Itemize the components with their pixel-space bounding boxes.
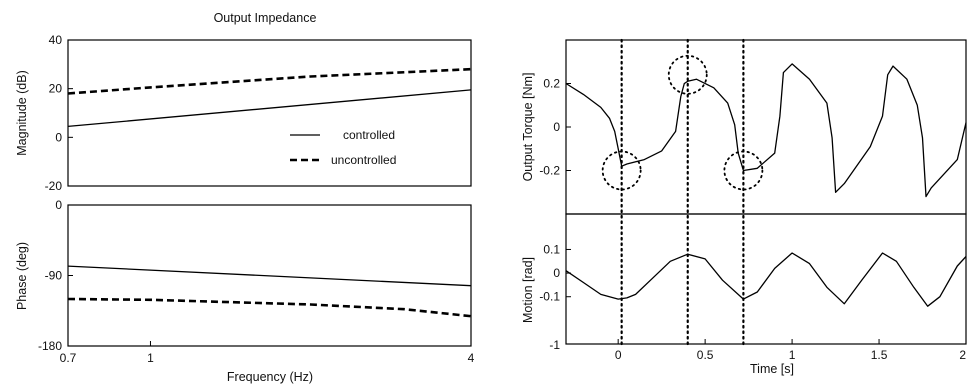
phase-ylabel: Phase (deg) xyxy=(15,242,29,310)
time-xlabel: Time [s] xyxy=(750,362,794,376)
motion-extra-tick-label: -1 xyxy=(549,338,560,352)
motion-ytick-label: 0.1 xyxy=(543,242,560,256)
frequency-xtick-label: 1 xyxy=(147,351,154,365)
motion-series-line xyxy=(565,252,967,307)
torque-yticks: 0.2 0 -0.2 xyxy=(539,77,571,178)
torque-ylabel: Output Torque [Nm] xyxy=(521,73,535,182)
left-figure-title: Output Impedance xyxy=(214,11,317,25)
torque-series-line xyxy=(565,63,967,198)
frequency-xlabel: Frequency (Hz) xyxy=(227,370,313,384)
phase-ytick-label: 0 xyxy=(55,198,62,212)
frequency-xtick-label: 0.7 xyxy=(60,351,77,365)
magnitude-plot-frame xyxy=(67,39,472,187)
magnitude-ytick-label: 40 xyxy=(49,33,63,47)
motion-yticks: 0.1 0 -0.1 xyxy=(539,242,571,304)
phase-series xyxy=(67,265,472,318)
phase-ytick-label: -180 xyxy=(38,339,62,353)
legend-label-controlled: controlled xyxy=(343,128,395,142)
magnitude-series xyxy=(67,67,472,128)
torque-ytick-label: 0 xyxy=(553,120,560,134)
time-xticks: 0 0.5 1 1.5 2 xyxy=(615,339,967,362)
highlight-circles xyxy=(601,54,764,191)
legend: controlled uncontrolled xyxy=(290,128,396,167)
time-xtick-label: 1.5 xyxy=(871,348,888,362)
motion-ytick-label: -0.1 xyxy=(539,290,560,304)
motion-series xyxy=(565,252,967,307)
vertical-dotted-lines xyxy=(620,38,745,346)
frequency-xticks: 0.7 1 4 xyxy=(60,341,475,365)
magnitude-series-uncontrolled xyxy=(67,67,472,95)
magnitude-series-controlled xyxy=(67,89,472,128)
time-xtick-label: 0.5 xyxy=(697,348,714,362)
phase-yticks: 0 -90 -180 xyxy=(38,198,73,353)
frequency-xtick-label: 4 xyxy=(468,351,475,365)
motion-plot-frame xyxy=(565,213,967,345)
torque-plot-frame xyxy=(565,39,967,215)
magnitude-ytick-label: 0 xyxy=(55,130,62,144)
motion-ytick-label: 0 xyxy=(553,266,560,280)
torque-ytick-label: 0.2 xyxy=(543,77,560,91)
magnitude-ytick-label: 20 xyxy=(49,82,63,96)
phase-ytick-label: -90 xyxy=(45,269,63,283)
magnitude-ylabel: Magnitude (dB) xyxy=(15,70,29,155)
phase-series-uncontrolled xyxy=(67,297,472,318)
phase-panel: Phase (deg) 0 -90 -180 0.7 1 4 Frequency (Hz… xyxy=(15,198,475,384)
magnitude-ytick-label: -20 xyxy=(45,179,63,193)
torque-ytick-label: -0.2 xyxy=(539,164,560,178)
magnitude-panel: Magnitude (dB) 40 20 0 -20 controlled uncon… xyxy=(15,33,472,193)
time-xtick-label: 1 xyxy=(789,348,796,362)
torque-series xyxy=(565,63,967,198)
time-xtick-label: 0 xyxy=(615,348,622,362)
phase-series-controlled xyxy=(67,265,472,287)
magnitude-yticks: 40 20 0 -20 xyxy=(45,33,73,193)
time-xtick-label: 2 xyxy=(959,348,966,362)
legend-label-uncontrolled: uncontrolled xyxy=(331,153,396,167)
motion-ylabel: Motion [rad] xyxy=(521,257,535,323)
motion-panel: Motion [rad] 0.1 0 -0.1 -1 0 0.5 1 1.5 2 Time … xyxy=(521,213,967,376)
